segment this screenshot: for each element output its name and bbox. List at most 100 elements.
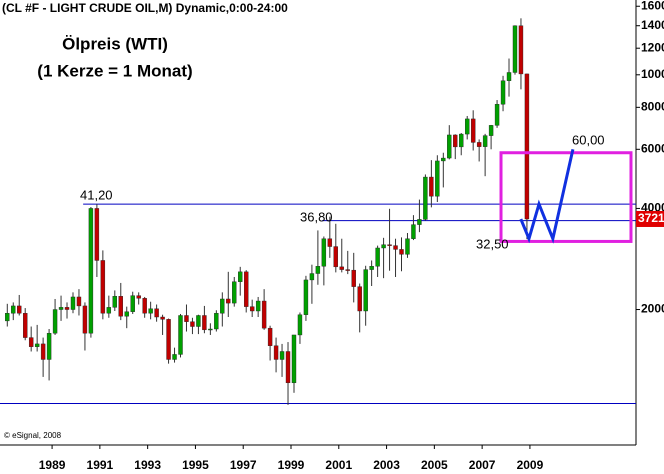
chart-subtitle: (1 Kerze = 1 Monat) — [37, 61, 192, 80]
candle-body — [94, 208, 100, 261]
candle-body — [488, 125, 494, 136]
candle-body — [351, 269, 356, 287]
candle-body — [46, 333, 52, 360]
candle-body — [64, 307, 70, 310]
candle-body — [435, 160, 440, 197]
candle-body — [465, 118, 470, 135]
candle-body — [52, 309, 58, 334]
candle-body — [58, 307, 64, 310]
candle-body — [524, 73, 530, 220]
candle-body — [154, 308, 159, 318]
source-note: © eSignal, 2008 — [4, 431, 62, 440]
candle-body — [399, 249, 404, 255]
candle-body — [393, 245, 398, 250]
annotation: 41,20 — [80, 187, 113, 202]
chart-title: Ölpreis (WTI) — [62, 34, 168, 53]
candle-body — [82, 305, 88, 334]
candle-body — [232, 281, 237, 304]
candle-body — [506, 72, 512, 81]
y-tick-label: 1400 — [641, 18, 664, 32]
candle-body — [267, 327, 273, 346]
y-tick-label: 1600 — [641, 0, 664, 12]
candle-body — [148, 308, 153, 314]
candle-body — [369, 266, 374, 270]
x-tick-label: 1997 — [230, 458, 257, 472]
candle-body — [339, 266, 344, 270]
price-tag — [636, 210, 664, 227]
candle-body — [40, 343, 46, 360]
candle-body — [17, 305, 22, 314]
candle-body — [106, 307, 112, 314]
candle-body — [136, 295, 141, 299]
candle-body — [5, 313, 10, 322]
x-tick-label: 1991 — [87, 458, 114, 472]
candle-body — [327, 238, 333, 247]
candle-body — [375, 247, 380, 267]
candle-body — [184, 315, 189, 322]
candle-body — [333, 246, 338, 268]
candle-body — [429, 176, 434, 197]
candle-body — [423, 176, 428, 220]
x-tick-label: 2001 — [325, 458, 352, 472]
candle-body — [23, 313, 28, 338]
target-zone — [499, 151, 633, 243]
candle-body — [470, 118, 476, 143]
annotation: 32,50 — [476, 236, 509, 251]
candle-body — [190, 321, 195, 327]
candle-body — [291, 334, 297, 384]
y-tick-label: 8000 — [641, 100, 664, 114]
candle-body — [238, 271, 243, 282]
candle-body — [178, 315, 183, 355]
candle-body — [345, 269, 350, 271]
candle-body — [482, 135, 488, 147]
candle-body — [124, 311, 129, 317]
candle-body — [172, 354, 177, 360]
candle-body — [387, 244, 392, 246]
candle-body — [130, 295, 135, 312]
x-tick-label: 2007 — [469, 458, 496, 472]
candle-body — [518, 25, 524, 75]
candle-body — [357, 286, 362, 312]
candle-body — [459, 133, 464, 148]
y-tick-label: 1000 — [641, 67, 664, 81]
x-tick-label: 1999 — [278, 458, 305, 472]
x-tick-label: 2005 — [421, 458, 448, 472]
x-tick-label: 2003 — [373, 458, 400, 472]
y-tick-label: 6000 — [641, 141, 664, 155]
candle-body — [315, 266, 321, 274]
projection-line — [519, 148, 575, 244]
candle-body — [476, 142, 482, 147]
candle-body — [202, 315, 207, 331]
x-tick-label: 1995 — [182, 458, 209, 472]
x-tick-label: 1989 — [39, 458, 66, 472]
candle-body — [208, 328, 213, 331]
y-tick-label: 2000 — [641, 302, 664, 316]
candle-body — [112, 296, 118, 308]
annotation: 60,00 — [572, 132, 605, 147]
candle-body — [297, 314, 303, 336]
candle-body — [285, 351, 291, 384]
candle-body — [363, 269, 368, 312]
candle-body — [441, 157, 446, 162]
candle-body — [226, 298, 231, 304]
candle-body — [70, 296, 76, 310]
candle-body — [417, 219, 422, 225]
candle-body — [255, 300, 261, 312]
candle-body — [244, 271, 249, 307]
annotation: 36,80 — [300, 209, 333, 224]
x-tick-label: 2009 — [517, 458, 544, 472]
price-tag-label: 3721 — [638, 211, 664, 225]
candle-body — [100, 260, 106, 314]
candle-body — [166, 319, 171, 360]
candle-body — [88, 208, 94, 334]
candle-body — [118, 296, 123, 317]
candle-body — [309, 273, 315, 281]
candle-body — [453, 134, 458, 148]
candle-body — [28, 337, 34, 347]
candle-body — [447, 134, 452, 159]
candle-body — [303, 279, 309, 315]
x-tick-label: 1993 — [134, 458, 161, 472]
candle-body — [160, 316, 165, 320]
candle-body — [273, 345, 279, 360]
